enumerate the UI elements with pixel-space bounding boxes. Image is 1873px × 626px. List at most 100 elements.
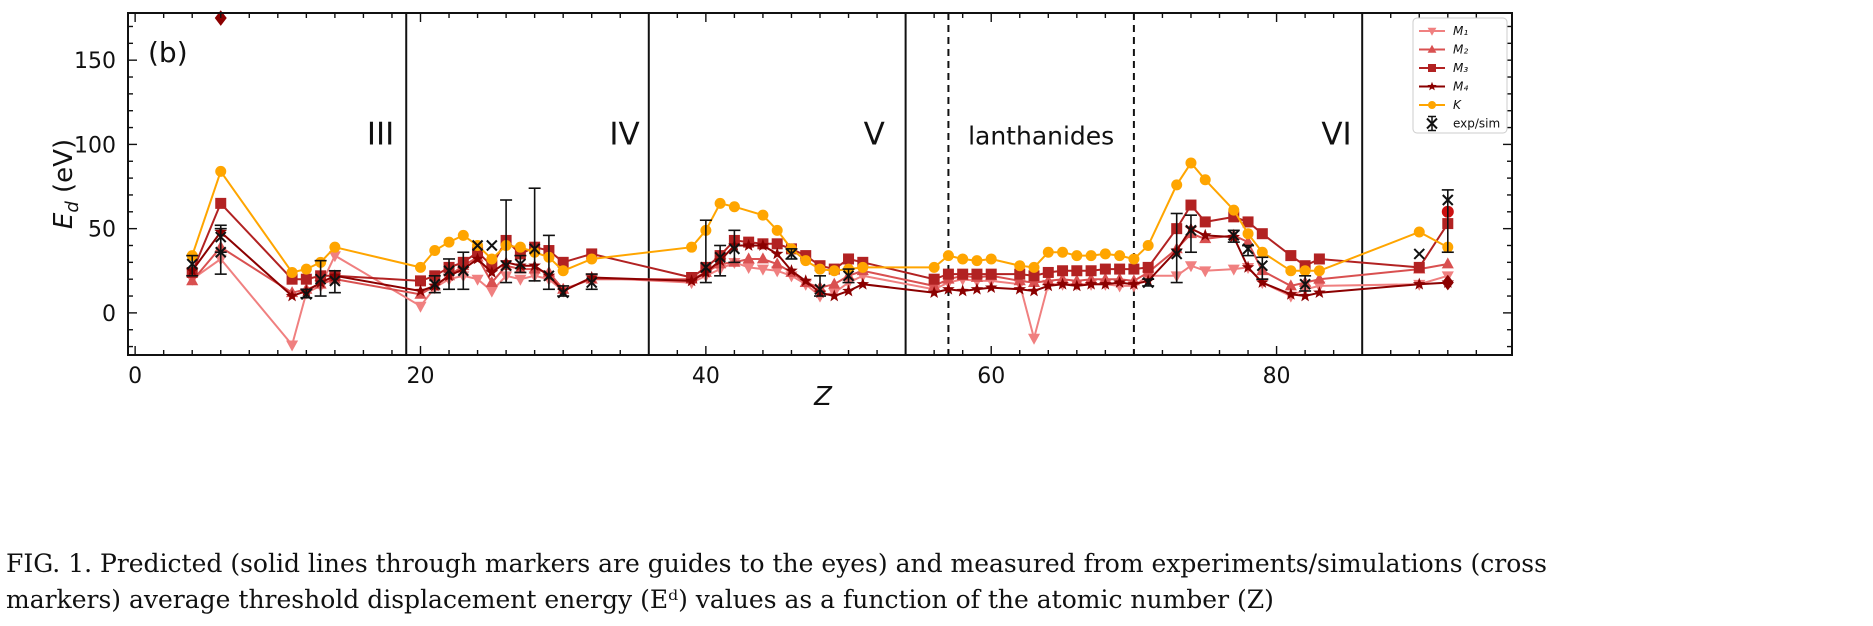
data-point xyxy=(1042,266,1054,278)
data-point xyxy=(328,251,341,263)
data-point xyxy=(1298,289,1312,302)
data-point xyxy=(1057,265,1069,277)
data-point xyxy=(1412,277,1426,290)
data-point xyxy=(928,261,940,273)
x-tick-label: 20 xyxy=(406,364,434,389)
data-point xyxy=(686,241,698,253)
data-point xyxy=(1199,266,1212,278)
data-point xyxy=(1241,260,1255,273)
caption-line-1: FIG. 1. Predicted (solid lines through m… xyxy=(6,549,1547,578)
data-point xyxy=(942,268,954,280)
data-point xyxy=(1114,263,1126,275)
cross-marker xyxy=(728,243,741,255)
data-point xyxy=(1070,279,1084,292)
legend-entry: M₃ xyxy=(1419,61,1468,75)
cross-marker xyxy=(543,270,555,282)
data-point xyxy=(742,252,755,264)
region-lines xyxy=(405,13,1364,355)
data-point xyxy=(215,165,227,177)
data-point xyxy=(800,255,812,267)
cross-marker xyxy=(814,283,826,296)
y-tick-label: 0 xyxy=(102,302,116,327)
exp-sim-point xyxy=(714,244,727,277)
data-point xyxy=(1113,275,1126,288)
exp-sim-point xyxy=(842,268,855,284)
cross-marker xyxy=(1256,260,1269,272)
legend-marker xyxy=(1427,44,1437,53)
data-point xyxy=(957,268,969,280)
cross-marker xyxy=(1142,276,1154,289)
exp-sim-point xyxy=(699,219,712,284)
data-point xyxy=(757,209,769,221)
data-point xyxy=(771,238,783,250)
region-label: IV xyxy=(609,116,639,152)
data-point xyxy=(1227,264,1240,276)
data-point xyxy=(485,275,498,287)
data-point xyxy=(1114,250,1126,262)
data-point xyxy=(827,289,841,302)
data-point xyxy=(329,241,341,253)
data-point xyxy=(971,268,983,280)
cross-marker xyxy=(557,286,569,299)
data-point xyxy=(514,248,526,260)
exp-sim-point xyxy=(1242,243,1255,257)
exp-sim-point xyxy=(557,285,570,299)
data-point xyxy=(1042,246,1054,258)
region-label: VI xyxy=(1321,116,1351,152)
cross-marker xyxy=(514,258,527,270)
legend-label: M₂ xyxy=(1453,43,1468,57)
data-point xyxy=(300,263,312,275)
data-point xyxy=(756,264,769,276)
data-point xyxy=(1241,235,1255,247)
y-axis-label: Ed (eV) xyxy=(49,139,83,229)
legend-marker xyxy=(1427,27,1437,36)
data-point xyxy=(942,250,954,262)
data-point xyxy=(1299,265,1311,277)
data-point xyxy=(956,284,969,297)
data-point xyxy=(1027,284,1041,297)
cross-marker xyxy=(314,273,327,285)
legend-label: M₁ xyxy=(1453,24,1468,38)
exp-sim-point xyxy=(542,234,555,291)
exp-sim-point xyxy=(443,258,456,291)
data-point xyxy=(1071,265,1083,277)
data-point xyxy=(1128,263,1140,275)
data-point xyxy=(942,282,955,295)
panel-label: (b) xyxy=(148,36,188,69)
cross-marker xyxy=(429,278,441,290)
data-point xyxy=(1441,257,1454,269)
cross-marker xyxy=(1442,194,1454,206)
cross-marker xyxy=(700,261,712,274)
exp-sim-point xyxy=(1413,248,1425,260)
cross-marker xyxy=(1170,248,1183,260)
cross-marker xyxy=(714,251,726,263)
cross-marker xyxy=(1242,243,1254,255)
data-point xyxy=(286,273,298,285)
cross-marker xyxy=(842,270,855,282)
data-point xyxy=(1013,282,1027,295)
data-point xyxy=(1085,250,1097,262)
legend-marker xyxy=(1427,81,1437,91)
data-point xyxy=(486,260,498,272)
data-point xyxy=(186,274,199,286)
axes: 0 20 40 60 80 0 50 100 150 Z Ed (eV) xyxy=(49,12,1513,412)
x-axis-label: Z xyxy=(813,382,833,412)
data-point xyxy=(971,255,983,267)
data-point xyxy=(742,262,755,274)
series-layer xyxy=(185,10,1455,352)
data-point xyxy=(842,284,855,297)
y-tick-label: 150 xyxy=(74,49,116,74)
data-point xyxy=(1128,253,1140,265)
exp-sim-point xyxy=(728,229,741,264)
data-point xyxy=(770,247,784,260)
data-point xyxy=(1185,157,1197,169)
cross-marker xyxy=(586,276,598,289)
exp-sim-point xyxy=(585,273,598,291)
exp-sim-point xyxy=(328,269,341,294)
data-point xyxy=(557,265,569,277)
data-point xyxy=(1242,216,1254,228)
data-point xyxy=(1256,228,1268,240)
data-point xyxy=(286,340,299,352)
